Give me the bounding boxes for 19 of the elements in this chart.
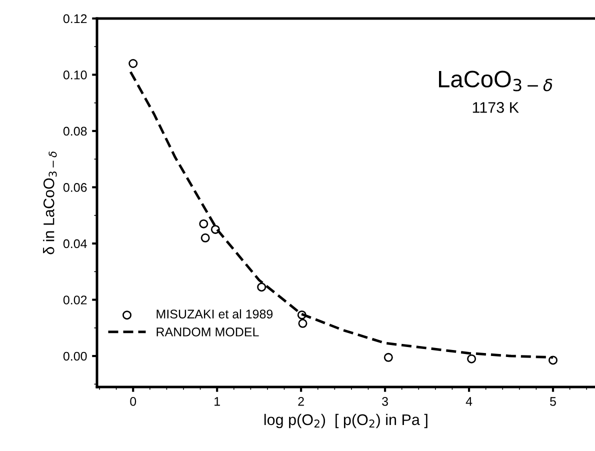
- y-tick-label: 0.00: [63, 352, 87, 361]
- y-tick-label: 0.08: [63, 126, 87, 136]
- x-tick-label: 0: [130, 397, 136, 406]
- x-tick-label: 5: [550, 397, 556, 406]
- x-tick-label: 1: [214, 397, 220, 406]
- legend-label: RANDOM MODEL: [156, 328, 259, 336]
- legend-label: MISUZAKI et al 1989: [156, 309, 273, 318]
- x-axis-title: log p(O$_{2}$) [ p(O$_{2}$) in Pa ]: [264, 414, 428, 428]
- y-tick-label: 0.10: [63, 70, 87, 80]
- y-tick-label: 0.04: [63, 239, 87, 248]
- y-tick-label: 0.12: [63, 14, 87, 24]
- y-axis-title: δ in LaCoO$_{3−δ}$: [43, 152, 57, 254]
- x-tick-label: 2: [298, 397, 304, 406]
- y-tick-label: 0.02: [63, 296, 87, 304]
- annotation: LaCoO$_{3−δ}$: [439, 70, 552, 92]
- x-tick-label: 3: [382, 397, 388, 406]
- x-tick-label: 4: [466, 397, 472, 406]
- y-tick-label: 0.06: [63, 183, 87, 192]
- annotation: 1173 K: [472, 102, 519, 113]
